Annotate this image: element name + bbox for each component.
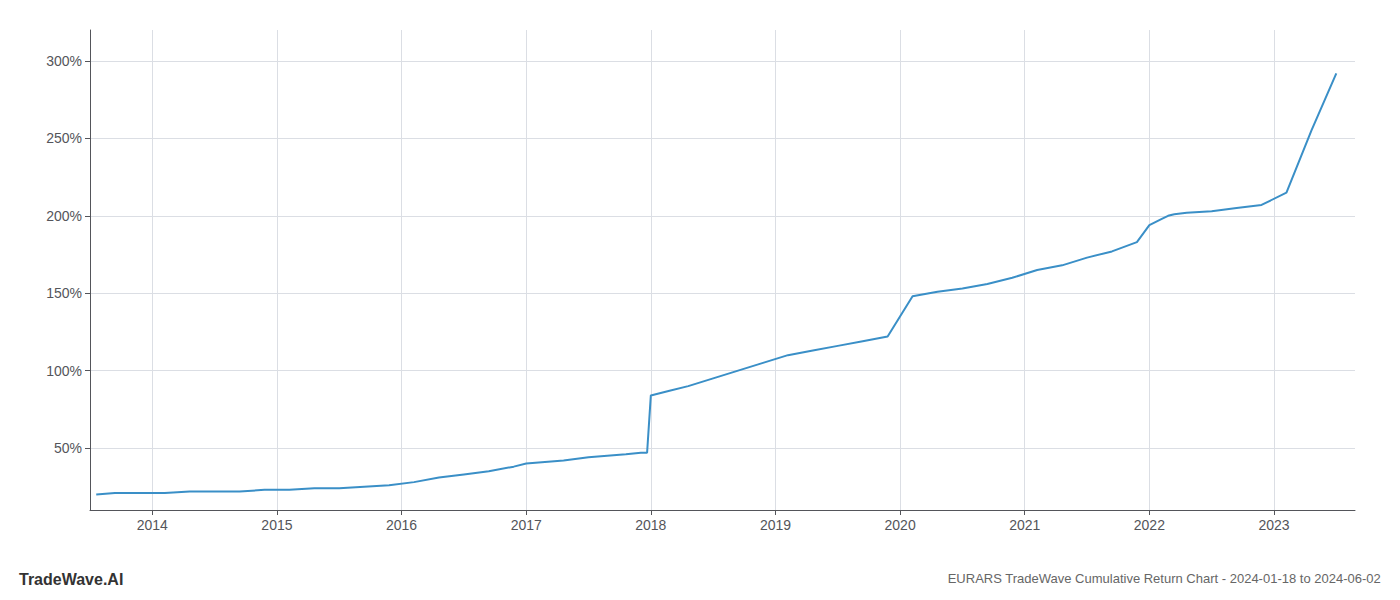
svg-text:150%: 150% xyxy=(46,285,82,301)
svg-text:100%: 100% xyxy=(46,363,82,379)
svg-text:2019: 2019 xyxy=(760,517,791,533)
svg-text:2018: 2018 xyxy=(635,517,666,533)
svg-text:2017: 2017 xyxy=(511,517,542,533)
svg-text:TradeWave.AI: TradeWave.AI xyxy=(19,571,123,588)
svg-text:2015: 2015 xyxy=(261,517,292,533)
svg-text:2016: 2016 xyxy=(386,517,417,533)
svg-text:2020: 2020 xyxy=(885,517,916,533)
svg-text:2021: 2021 xyxy=(1009,517,1040,533)
svg-text:2023: 2023 xyxy=(1258,517,1289,533)
svg-text:200%: 200% xyxy=(46,208,82,224)
svg-text:2022: 2022 xyxy=(1134,517,1165,533)
svg-text:250%: 250% xyxy=(46,130,82,146)
svg-text:2014: 2014 xyxy=(137,517,168,533)
svg-text:50%: 50% xyxy=(54,440,82,456)
svg-text:EURARS TradeWave Cumulative Re: EURARS TradeWave Cumulative Return Chart… xyxy=(948,571,1381,586)
svg-text:300%: 300% xyxy=(46,53,82,69)
